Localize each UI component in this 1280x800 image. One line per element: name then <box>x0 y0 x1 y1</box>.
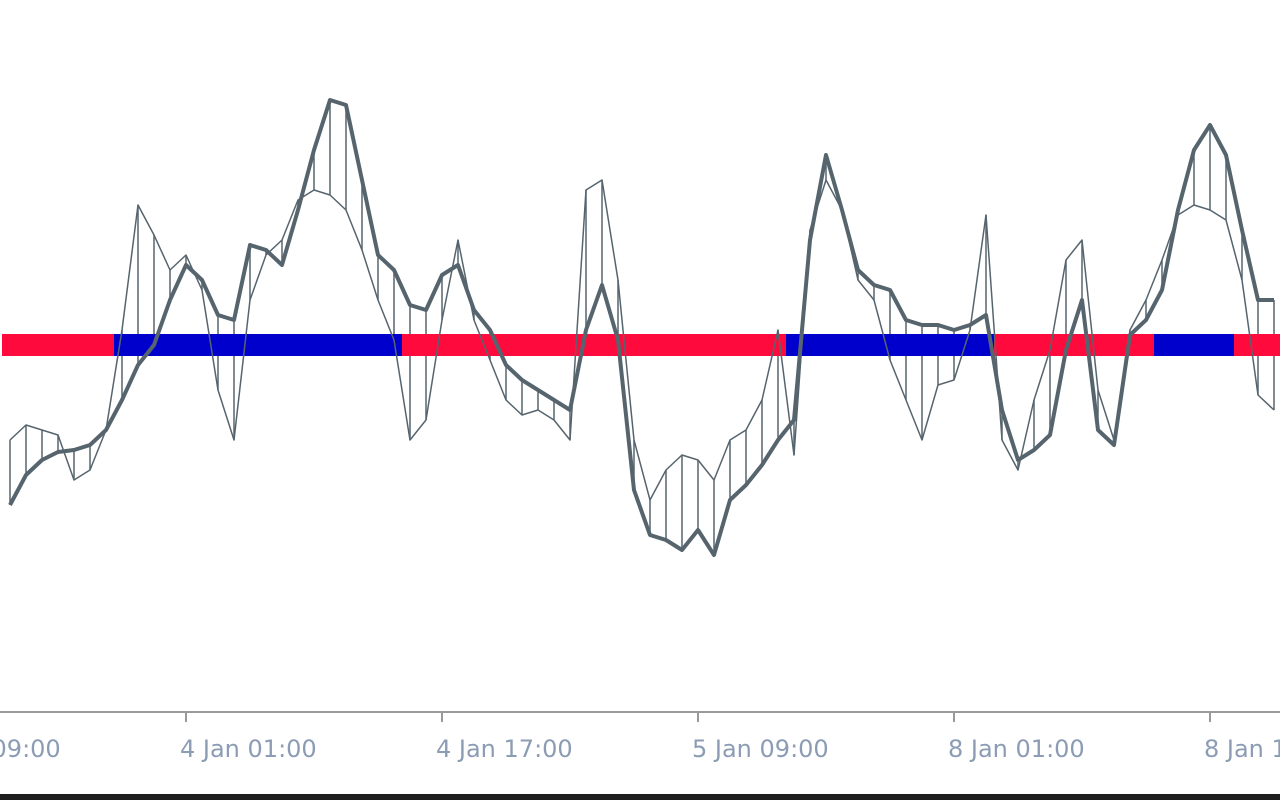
x-tick-label: 3 Jan 09:00 <box>0 735 61 763</box>
x-tick-label: 8 Jan 01:00 <box>948 735 1085 763</box>
signal-band <box>706 334 722 356</box>
signal-band <box>514 334 530 356</box>
signal-band <box>34 334 50 356</box>
signal-band <box>914 334 930 356</box>
signal-band <box>274 334 290 356</box>
signal-band <box>322 334 338 356</box>
x-tick-label: 8 Jan 17:00 <box>1204 735 1280 763</box>
signal-band <box>1026 334 1042 356</box>
signal-band <box>434 334 450 356</box>
signal-band <box>50 334 66 356</box>
signal-band <box>418 334 434 356</box>
bottom-bar <box>0 794 1280 800</box>
signal-band <box>802 334 818 356</box>
signal-band <box>882 334 898 356</box>
signal-band <box>722 334 738 356</box>
signal-band <box>754 334 770 356</box>
signal-band <box>530 334 546 356</box>
signal-band <box>1106 334 1122 356</box>
signal-band <box>1202 334 1218 356</box>
signal-band <box>1250 334 1266 356</box>
signal-band <box>898 334 914 356</box>
signal-band <box>626 334 642 356</box>
signal-band <box>642 334 658 356</box>
signal-band <box>466 334 482 356</box>
signal-band <box>738 334 754 356</box>
signal-band <box>1138 334 1154 356</box>
signal-band <box>258 334 274 356</box>
signal-band <box>594 334 610 356</box>
signal-band <box>994 334 1010 356</box>
signal-band <box>1234 334 1250 356</box>
signal-band <box>386 334 402 356</box>
signal-band <box>306 334 322 356</box>
signal-band <box>1010 334 1026 356</box>
signal-band <box>658 334 674 356</box>
signal-band <box>354 334 370 356</box>
signal-band <box>866 334 882 356</box>
signal-band <box>338 334 354 356</box>
signal-band <box>162 334 178 356</box>
signal-band <box>834 334 850 356</box>
signal-band <box>194 334 210 356</box>
signal-band <box>1186 334 1202 356</box>
signal-band <box>1042 334 1058 356</box>
signal-band <box>674 334 690 356</box>
signal-band <box>18 334 34 356</box>
signal-band <box>98 334 114 356</box>
signal-band <box>786 334 802 356</box>
signal-band <box>546 334 562 356</box>
signal-band <box>690 334 706 356</box>
signal-band <box>290 334 306 356</box>
indicator-line <box>8 98 1274 557</box>
signal-band <box>946 334 962 356</box>
indicator-line <box>9 179 1275 501</box>
signal-band <box>370 334 386 356</box>
signal-band <box>1154 334 1170 356</box>
x-tick-label: 4 Jan 01:00 <box>180 735 317 763</box>
signal-band <box>962 334 978 356</box>
signal-band <box>82 334 98 356</box>
x-tick-label: 5 Jan 09:00 <box>692 735 829 763</box>
signal-band <box>178 334 194 356</box>
signal-band <box>114 334 130 356</box>
signal-band <box>1266 334 1280 356</box>
signal-band <box>850 334 866 356</box>
signal-band <box>450 334 466 356</box>
signal-band <box>402 334 418 356</box>
signal-band <box>818 334 834 356</box>
signal-band <box>2 334 18 356</box>
signal-band <box>930 334 946 356</box>
signal-band <box>1170 334 1186 356</box>
signal-band <box>562 334 578 356</box>
signal-band <box>226 334 242 356</box>
signal-band <box>130 334 146 356</box>
signal-band <box>210 334 226 356</box>
x-tick-label: 4 Jan 17:00 <box>436 735 573 763</box>
signal-band <box>66 334 82 356</box>
signal-band <box>498 334 514 356</box>
signal-band <box>1218 334 1234 356</box>
